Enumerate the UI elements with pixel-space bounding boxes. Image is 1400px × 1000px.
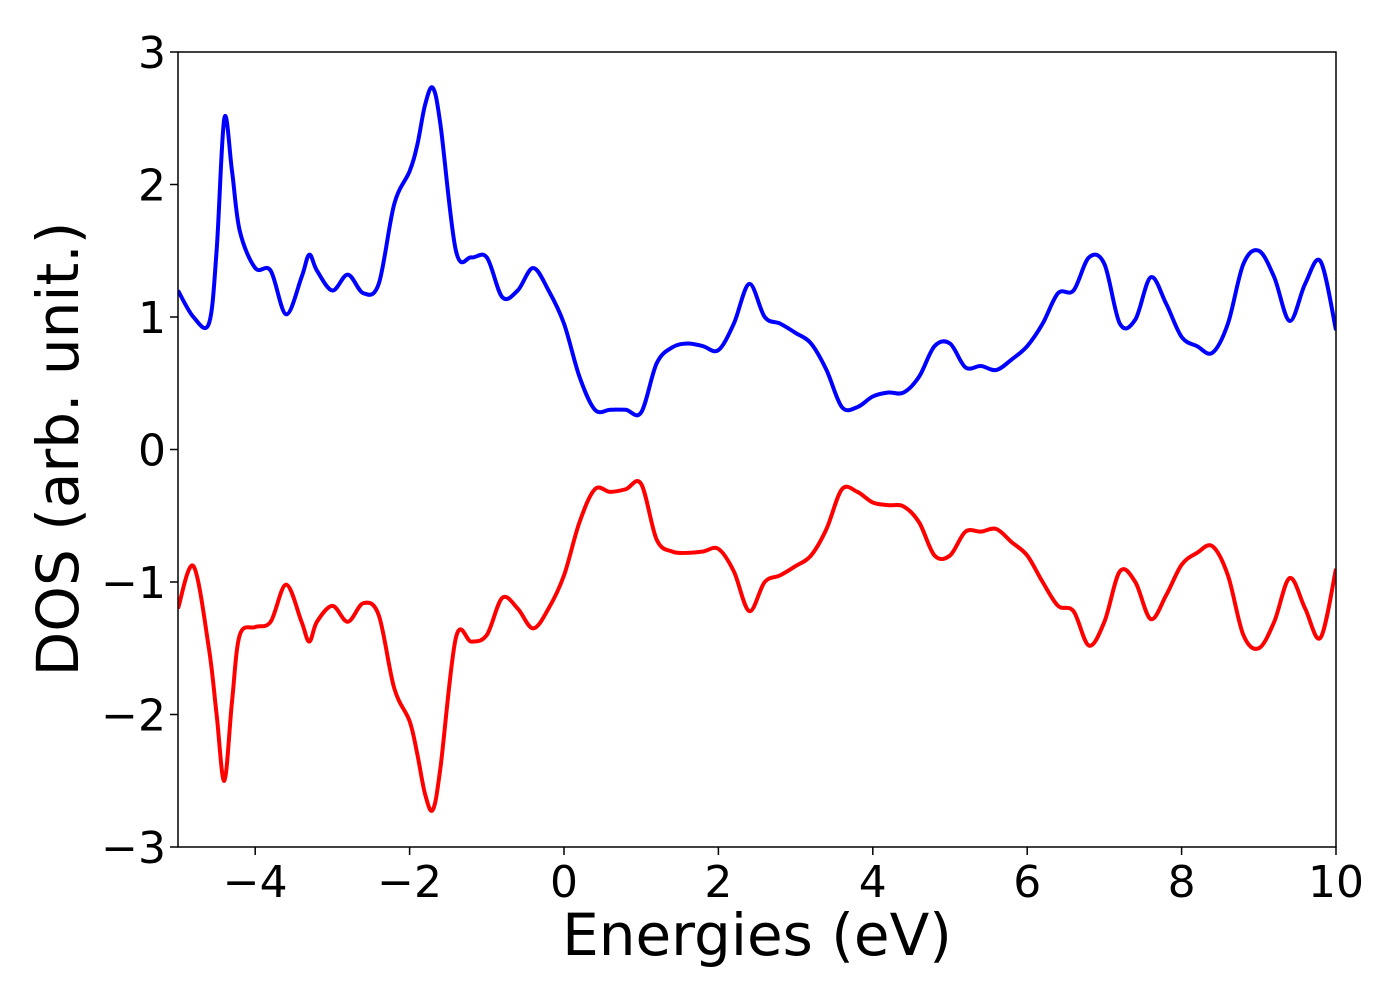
- x-tick-label: 4: [859, 857, 887, 908]
- x-tick-label: 10: [1308, 857, 1364, 908]
- x-tick-label: 8: [1168, 857, 1196, 908]
- y-tick-label: −3: [101, 823, 166, 874]
- dos-line: [178, 85, 1336, 418]
- x-tick-label: 0: [550, 857, 578, 908]
- x-tick-label: 6: [1013, 857, 1041, 908]
- y-tick-label: 0: [138, 426, 166, 477]
- dos-line: [178, 479, 1336, 813]
- y-tick-label: −1: [101, 558, 166, 609]
- x-axis-label: Energies (eV): [562, 901, 952, 969]
- y-tick-label: 2: [138, 161, 166, 212]
- y-axis-label: DOS (arb. unit.): [24, 222, 92, 677]
- x-tick-label: −4: [223, 857, 288, 908]
- plot-frame: [177, 51, 1337, 848]
- y-tick-label: 1: [138, 293, 166, 344]
- x-tick-label: −2: [377, 857, 442, 908]
- x-tick-label: 2: [704, 857, 732, 908]
- y-tick-label: 3: [138, 28, 166, 79]
- y-tick-label: −2: [101, 691, 166, 742]
